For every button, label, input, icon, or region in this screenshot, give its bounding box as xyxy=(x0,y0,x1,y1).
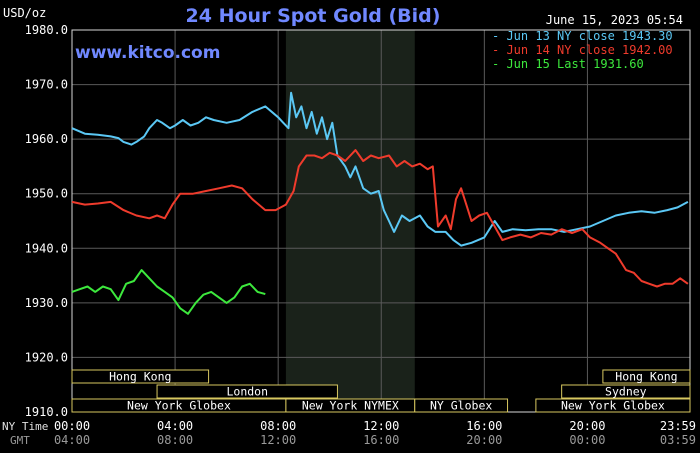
x-tick-label-gmt: 08:00 xyxy=(157,433,193,447)
legend-entry: - Jun 14 NY close 1942.00 xyxy=(492,43,673,57)
session-label: Hong Kong xyxy=(109,370,171,384)
x-tick-label-ny: 23:59 xyxy=(660,419,696,433)
grid xyxy=(72,29,690,413)
x-tick-label-ny: 16:00 xyxy=(466,419,502,433)
x-tick-label-ny: 12:00 xyxy=(363,419,399,433)
x-tick-label-gmt: 16:00 xyxy=(363,433,399,447)
x-tick-label-gmt: 20:00 xyxy=(466,433,502,447)
x-tick-label-ny: 08:00 xyxy=(260,419,296,433)
session-label: London xyxy=(226,385,268,399)
y-tick-label: 1970.0 xyxy=(25,78,68,92)
y-tick-label: 1910.0 xyxy=(25,405,68,419)
y-tick-label: 1940.0 xyxy=(25,241,68,255)
legend: - Jun 13 NY close 1943.30- Jun 14 NY clo… xyxy=(492,29,673,71)
x-tick-label-gmt: 00:00 xyxy=(569,433,605,447)
x-axis: 00:0004:0004:0008:0008:0012:0012:0016:00… xyxy=(54,419,696,447)
series-line-2 xyxy=(71,149,689,288)
session-box xyxy=(602,369,691,384)
chart-title: 24 Hour Spot Gold (Bid) xyxy=(186,5,441,27)
session-label: Sydney xyxy=(605,385,647,399)
y-tick-label: 1960.0 xyxy=(25,132,68,146)
y-axis: 1980.0 1970.0 1960.0 1950.0 1940.0 1930.0 1920… xyxy=(25,23,68,419)
y-tick-label: 1980.0 xyxy=(25,23,68,37)
session-box xyxy=(414,398,509,413)
site-watermark: www.kitco.com xyxy=(75,43,220,63)
x-tick-label-ny: 04:00 xyxy=(157,419,193,433)
session-label: Hong Kong xyxy=(615,370,677,384)
series-lines xyxy=(71,91,689,315)
y-tick-label: 1930.0 xyxy=(25,296,68,310)
nymex-session-shade xyxy=(285,30,415,412)
session-label: New York NYMEX xyxy=(302,399,399,413)
y-axis-label: USD/oz xyxy=(3,6,46,20)
x-tick-label-gmt: 03:59 xyxy=(660,433,696,447)
series-line-3 xyxy=(71,269,266,315)
gmt-label: GMT xyxy=(10,434,30,447)
x-tick-label-ny: 20:00 xyxy=(569,419,605,433)
ny-time-label: NY Time xyxy=(2,420,48,433)
legend-entry: - Jun 13 NY close 1943.30 xyxy=(492,29,673,43)
session-box xyxy=(71,369,210,384)
y-tick-label: 1950.0 xyxy=(25,187,68,201)
chart-timestamp: June 15, 2023 05:54 xyxy=(546,13,683,27)
x-tick-label-gmt: 04:00 xyxy=(54,433,90,447)
y-tick-label: 1920.0 xyxy=(25,350,68,364)
x-tick-label-ny: 00:00 xyxy=(54,419,90,433)
session-label: New York Globex xyxy=(127,399,231,413)
series-line-1 xyxy=(71,91,689,247)
session-box xyxy=(561,384,691,399)
session-box xyxy=(535,398,691,413)
session-label: NY Globex xyxy=(430,399,492,413)
session-box xyxy=(156,384,338,399)
session-label: New York Globex xyxy=(561,399,665,413)
legend-entry: - Jun 15 Last 1931.60 xyxy=(492,57,644,71)
x-tick-label-gmt: 12:00 xyxy=(260,433,296,447)
